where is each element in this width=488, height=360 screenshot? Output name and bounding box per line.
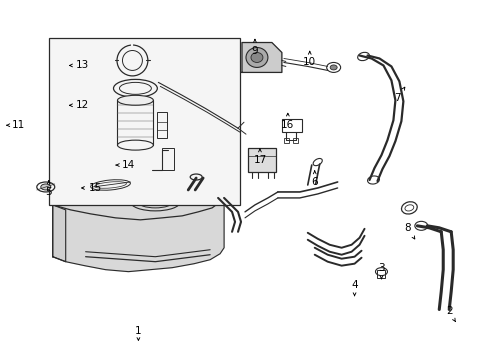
Text: 3: 3 xyxy=(377,263,384,279)
Bar xyxy=(247,148,275,172)
Text: 8: 8 xyxy=(403,223,414,239)
Text: 16: 16 xyxy=(281,113,294,130)
Polygon shape xyxy=(53,205,65,262)
Text: 2: 2 xyxy=(445,306,454,322)
Text: 10: 10 xyxy=(303,51,316,67)
Text: 7: 7 xyxy=(393,87,404,103)
Text: 6: 6 xyxy=(311,171,317,187)
Ellipse shape xyxy=(117,95,153,105)
Text: 4: 4 xyxy=(350,280,357,296)
Text: 14: 14 xyxy=(116,160,135,170)
Text: 12: 12 xyxy=(69,100,89,110)
Bar xyxy=(157,112,167,138)
Text: 15: 15 xyxy=(81,183,102,193)
Bar xyxy=(283,138,288,143)
Bar xyxy=(377,270,385,278)
Bar xyxy=(281,119,301,132)
Text: 1: 1 xyxy=(135,327,142,340)
Polygon shape xyxy=(53,184,224,220)
Text: 17: 17 xyxy=(253,149,266,165)
Bar xyxy=(292,138,297,143)
Text: 11: 11 xyxy=(6,120,25,130)
Polygon shape xyxy=(242,42,281,72)
Text: 5: 5 xyxy=(45,181,52,197)
Ellipse shape xyxy=(245,48,267,67)
Text: 13: 13 xyxy=(69,60,89,71)
Bar xyxy=(162,148,174,170)
Ellipse shape xyxy=(329,65,336,70)
Polygon shape xyxy=(53,184,224,272)
Text: 9: 9 xyxy=(251,40,258,55)
Ellipse shape xyxy=(41,184,51,190)
Ellipse shape xyxy=(250,53,263,62)
Bar xyxy=(49,37,240,205)
